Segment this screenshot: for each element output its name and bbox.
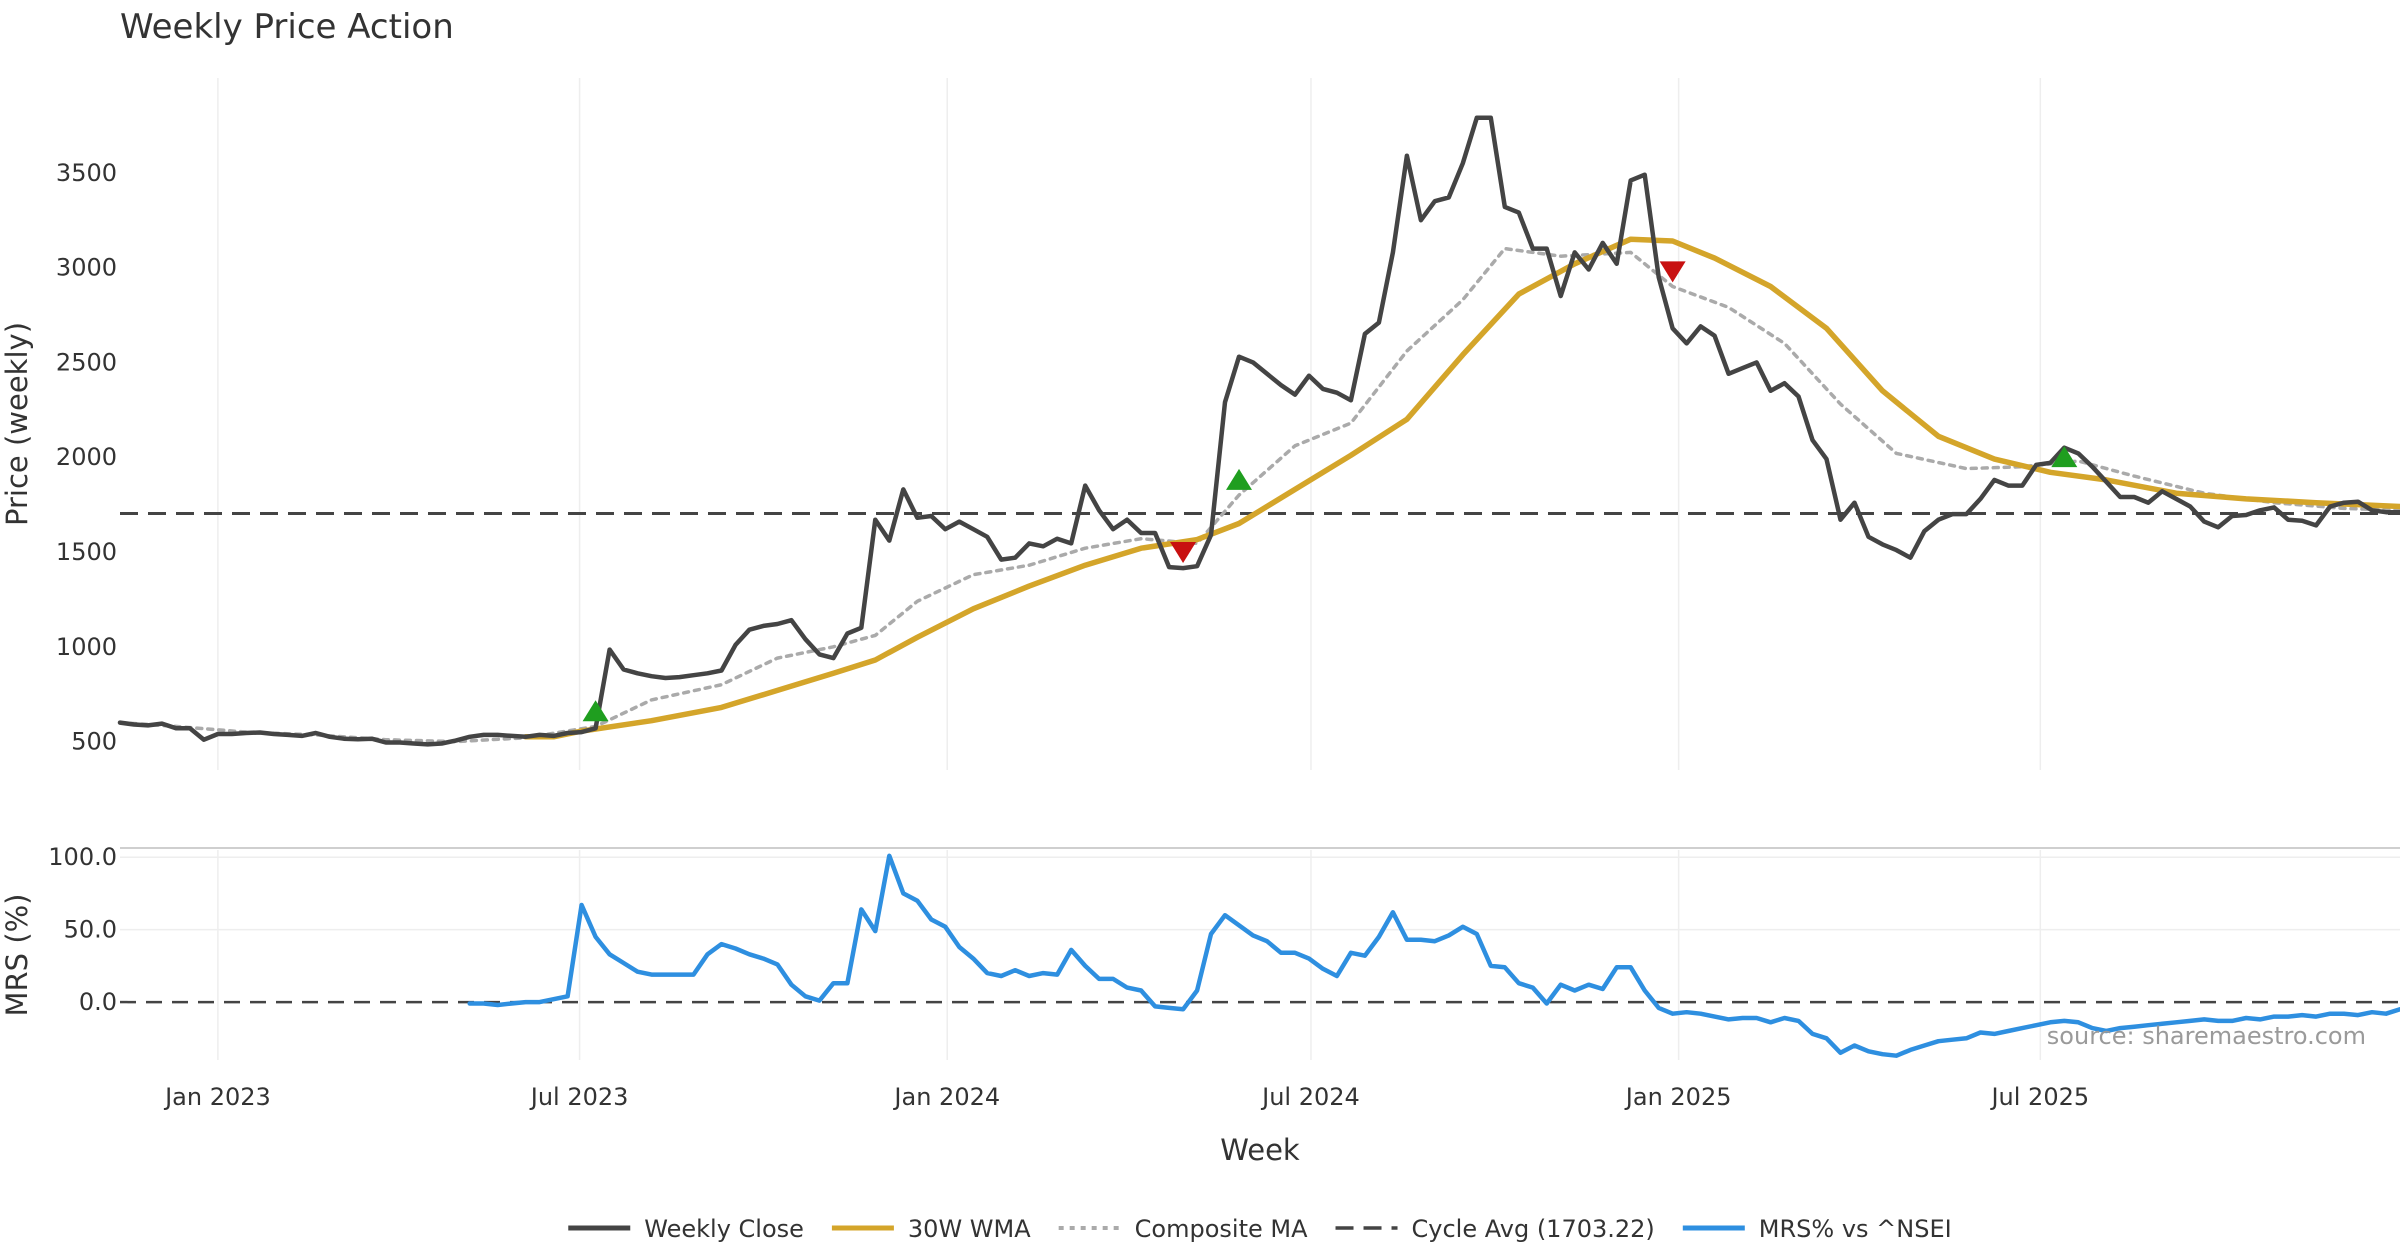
mrs-lines — [120, 853, 2400, 1058]
price-y-tick-label: 1000 — [56, 633, 117, 661]
mrs-line — [467, 853, 2400, 1058]
composite-ma-line — [118, 246, 2400, 744]
price-y-tick-label: 1500 — [56, 538, 117, 566]
x-axis-label: Week — [1220, 1133, 1300, 1167]
x-tick-label: Jul 2025 — [1989, 1083, 2089, 1111]
wma-30w-line — [522, 236, 2400, 740]
chart-title: Weekly Price Action — [120, 7, 454, 47]
source-note: source: sharemaestro.com — [2047, 1022, 2366, 1050]
legend: Weekly Close 30W WMA Composite MA Cycle Avg… — [568, 1215, 1952, 1243]
x-tick-label: Jul 2024 — [1260, 1083, 1360, 1111]
mrs-y-axis-label: MRS (%) — [0, 894, 34, 1017]
sell-signal-marker — [1170, 541, 1197, 563]
x-tick-label: Jul 2023 — [529, 1083, 629, 1111]
mrs-y-tick-label: 50.0 — [64, 916, 117, 944]
signal-markers — [582, 261, 2078, 722]
mrs-y-ticks: 0.0 50.0 100.0 — [48, 843, 117, 1016]
price-y-tick-label: 2000 — [56, 443, 117, 471]
price-y-ticks: 500 1000 1500 2000 2500 3000 3500 — [56, 159, 117, 756]
legend-label: 30W WMA — [908, 1215, 1031, 1243]
legend-label: Weekly Close — [644, 1215, 804, 1243]
price-y-tick-label: 3000 — [56, 254, 117, 282]
sell-signal-marker — [1659, 261, 1686, 283]
mrs-gridlines — [120, 850, 2400, 1060]
x-tick-label: Jan 2023 — [163, 1083, 271, 1111]
x-tick-label: Jan 2025 — [1624, 1083, 1732, 1111]
weekly-close-line — [117, 115, 2400, 747]
price-y-tick-label: 3500 — [56, 159, 117, 187]
buy-signal-marker — [2051, 446, 2078, 468]
legend-label: MRS% vs ^NSEI — [1759, 1215, 1952, 1243]
price-y-tick-label: 500 — [71, 728, 117, 756]
legend-label: Cycle Avg (1703.22) — [1412, 1215, 1655, 1243]
price-y-axis-label: Price (weekly) — [0, 322, 34, 526]
mrs-y-tick-label: 100.0 — [48, 843, 117, 871]
x-tick-label: Jan 2024 — [892, 1083, 1000, 1111]
buy-signal-marker — [582, 700, 609, 722]
mrs-y-tick-label: 0.0 — [79, 988, 117, 1016]
buy-signal-marker — [1226, 468, 1253, 490]
legend-label: Composite MA — [1135, 1215, 1308, 1243]
price-gridlines — [217, 78, 2042, 770]
x-ticks: Jan 2023 Jul 2023 Jan 2024 Jul 2024 Jan 2025… — [163, 1083, 2089, 1111]
price-y-tick-label: 2500 — [56, 348, 117, 376]
price-lines — [117, 115, 2400, 747]
